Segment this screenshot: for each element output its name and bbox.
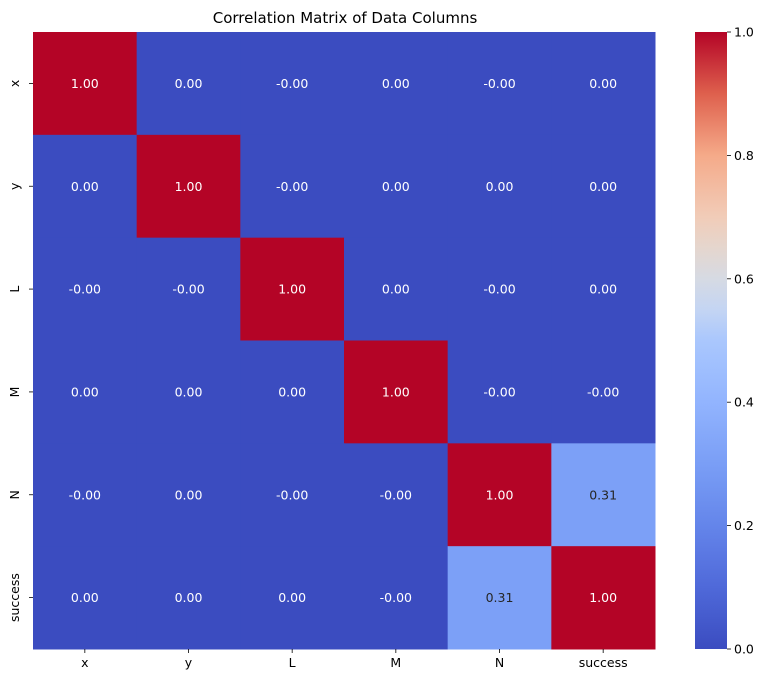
heatmap-cell-label: -0.00 xyxy=(587,384,619,399)
heatmap-cell-success-M xyxy=(344,546,449,650)
colorbar: 0.0 0.2 0.4 0.6 0.8 1.0 xyxy=(695,25,754,657)
colorbar-gradient xyxy=(695,32,727,649)
heatmap-cell-x-x xyxy=(33,32,138,136)
heatmap-cell-label: 1.00 xyxy=(175,179,203,194)
heatmap-cell-M-N xyxy=(447,340,552,444)
heatmap-cell-label: 0.00 xyxy=(71,384,99,399)
y-tick-label: L xyxy=(7,286,22,293)
heatmap-cell-N-N xyxy=(447,443,552,547)
x-tick-label: M xyxy=(390,655,401,670)
heatmap-cell-label: -0.00 xyxy=(276,487,308,502)
heatmap-cell-label: 0.31 xyxy=(589,487,617,502)
heatmap-cell-x-success xyxy=(551,32,656,136)
y-tick-label: success xyxy=(7,573,22,622)
heatmap-cell-L-y xyxy=(136,237,241,341)
heatmap-cell-label: -0.00 xyxy=(483,282,515,297)
heatmap-cell-success-y xyxy=(136,546,241,650)
heatmap-cell-label: 0.00 xyxy=(589,76,617,91)
heatmap-cell-label: 0.00 xyxy=(278,590,306,605)
heatmap-cell-label: 0.00 xyxy=(382,282,410,297)
heatmap-cell-label: 0.00 xyxy=(175,590,203,605)
heatmap-cell-label: 0.00 xyxy=(382,179,410,194)
heatmap-cell-label: -0.00 xyxy=(276,76,308,91)
heatmap-cells xyxy=(33,32,656,650)
colorbar-tick-label: 0.6 xyxy=(734,271,754,286)
heatmap-cell-M-y xyxy=(136,340,241,444)
heatmap-cell-N-success xyxy=(551,443,656,547)
x-tick-label: L xyxy=(289,655,296,670)
heatmap-cell-label: 0.00 xyxy=(71,590,99,605)
heatmap-cell-y-y xyxy=(136,134,241,239)
heatmap-cell-label: 1.00 xyxy=(382,384,410,399)
heatmap-cell-N-x xyxy=(33,443,138,547)
heatmap-cell-label: -0.00 xyxy=(483,384,515,399)
heatmap-cell-label: -0.00 xyxy=(69,282,101,297)
heatmap-cell-success-L xyxy=(240,546,345,650)
x-tick-label: success xyxy=(579,655,628,670)
heatmap-cell-x-y xyxy=(136,32,241,136)
heatmap-cell-y-L xyxy=(240,134,345,239)
colorbar-tick-label: 0.4 xyxy=(734,395,754,410)
heatmap-cell-x-N xyxy=(447,32,552,136)
heatmap-cell-label: -0.00 xyxy=(483,76,515,91)
heatmap-cell-label: 0.31 xyxy=(486,590,514,605)
heatmap-cell-y-N xyxy=(447,134,552,239)
heatmap-cell-N-y xyxy=(136,443,241,547)
colorbar-tick-label: 0.2 xyxy=(734,518,754,533)
heatmap-cell-label: -0.00 xyxy=(380,487,412,502)
heatmap-cell-success-N xyxy=(447,546,552,650)
heatmap-cell-M-M xyxy=(344,340,449,444)
heatmap-cell-L-M xyxy=(344,237,449,341)
colorbar-tick-label: 0.8 xyxy=(734,148,754,163)
heatmap-cell-label: 1.00 xyxy=(278,282,306,297)
heatmap-cell-M-success xyxy=(551,340,656,444)
heatmap-cell-N-L xyxy=(240,443,345,547)
y-tick-label: M xyxy=(7,387,22,398)
chart-title: Correlation Matrix of Data Columns xyxy=(213,9,478,27)
heatmap-cell-M-x xyxy=(33,340,138,444)
heatmap-cell-label: -0.00 xyxy=(276,179,308,194)
heatmap-cell-label: 0.00 xyxy=(589,282,617,297)
heatmap-cell-label: 0.00 xyxy=(175,76,203,91)
heatmap-cell-label: 0.00 xyxy=(175,487,203,502)
heatmap-cell-L-L xyxy=(240,237,345,341)
heatmap-cell-label: -0.00 xyxy=(380,590,412,605)
heatmap-cell-labels: 1.00 0.00 -0.00 0.00 -0.00 0.00 0.00 1.00 -0.00 0… xyxy=(69,76,620,605)
heatmap-cell-x-L xyxy=(240,32,345,136)
heatmap-cell-label: 1.00 xyxy=(71,76,99,91)
heatmap-cell-L-x xyxy=(33,237,138,341)
heatmap-cell-label: 1.00 xyxy=(589,590,617,605)
y-tick-label: N xyxy=(7,490,22,499)
x-tick-label: y xyxy=(185,655,193,670)
heatmap-cell-label: 1.00 xyxy=(486,487,514,502)
heatmap-cell-N-M xyxy=(344,443,449,547)
heatmap-cell-label: -0.00 xyxy=(172,282,204,297)
heatmap-cell-y-x xyxy=(33,134,138,239)
heatmap-cell-L-success xyxy=(551,237,656,341)
y-tick-label: y xyxy=(7,182,22,190)
heatmap-cell-label: 0.00 xyxy=(486,179,514,194)
heatmap-cell-label: 0.00 xyxy=(71,179,99,194)
x-tick-label: N xyxy=(495,655,504,670)
colorbar-tick-label: 0.0 xyxy=(734,642,754,657)
heatmap-cell-x-M xyxy=(344,32,449,136)
heatmap-cell-y-M xyxy=(344,134,449,239)
heatmap-cell-L-N xyxy=(447,237,552,341)
heatmap-cell-label: 0.00 xyxy=(175,384,203,399)
y-tick-label: x xyxy=(7,80,22,87)
heatmap-cell-label: 0.00 xyxy=(382,76,410,91)
heatmap-cell-success-success xyxy=(551,546,656,650)
heatmap-cell-label: 0.00 xyxy=(589,179,617,194)
heatmap-cell-y-success xyxy=(551,134,656,239)
colorbar-tick-label: 1.0 xyxy=(734,25,754,40)
heatmap-cell-label: 0.00 xyxy=(278,384,306,399)
heatmap-cell-success-x xyxy=(33,546,138,650)
heatmap-cell-M-L xyxy=(240,340,345,444)
heatmap-cell-label: -0.00 xyxy=(69,487,101,502)
x-tick-label: x xyxy=(81,655,88,670)
